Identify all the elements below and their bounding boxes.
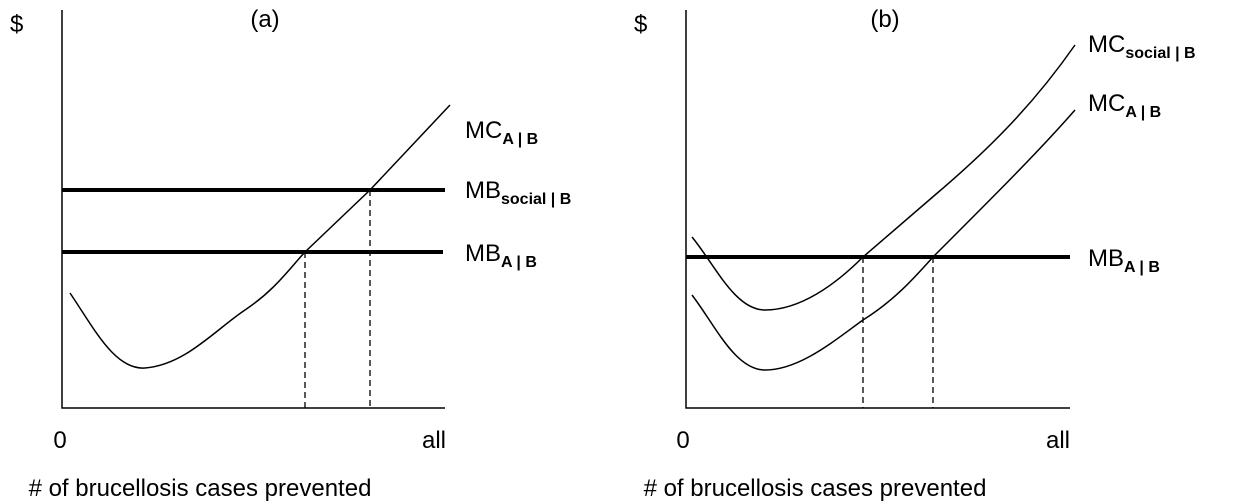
- y-label: $: [634, 11, 647, 38]
- x-end: all: [1046, 427, 1070, 454]
- y-label: $: [10, 11, 23, 38]
- axes: [685, 10, 1070, 409]
- curve-label: MBA | B: [1088, 245, 1160, 276]
- subscript: social | B: [1125, 45, 1195, 62]
- x-end: all: [422, 427, 446, 454]
- label-main: MC: [1088, 31, 1125, 58]
- label-main: MC: [1088, 90, 1125, 117]
- curve-label: MCsocial | B: [1088, 31, 1196, 62]
- subscript: A | B: [1124, 259, 1160, 276]
- x-start: 0: [676, 427, 689, 454]
- curve-label: MBsocial | B: [465, 177, 571, 208]
- x-label: # of brucellosis cases prevented: [29, 475, 372, 502]
- subscript: A | B: [501, 254, 537, 271]
- x-label: # of brucellosis cases prevented: [644, 475, 987, 502]
- curve-label: MCA | B: [465, 117, 538, 148]
- label-main: MB: [465, 240, 501, 267]
- panel-b: (b) $ 0 all # of brucellosis cases preve…: [634, 6, 1196, 502]
- panel-title: (a): [250, 6, 279, 33]
- subscript: social | B: [501, 191, 571, 208]
- x-start: 0: [53, 427, 66, 454]
- mc-curve: [691, 109, 1076, 371]
- mc-curve: [69, 104, 451, 369]
- curve-label: MCA | B: [1088, 90, 1161, 121]
- label-main: MB: [465, 177, 501, 204]
- subscript: A | B: [1125, 104, 1161, 121]
- label-main: MC: [465, 117, 502, 144]
- axes: [61, 10, 445, 409]
- panel-a: (a) $ 0 all # of brucellosis cases preve…: [10, 6, 571, 502]
- panel-title: (b): [870, 6, 899, 33]
- label-main: MB: [1088, 245, 1124, 272]
- mc-social-curve: [691, 44, 1076, 311]
- curve-label: MBA | B: [465, 240, 537, 271]
- subscript: A | B: [502, 131, 538, 148]
